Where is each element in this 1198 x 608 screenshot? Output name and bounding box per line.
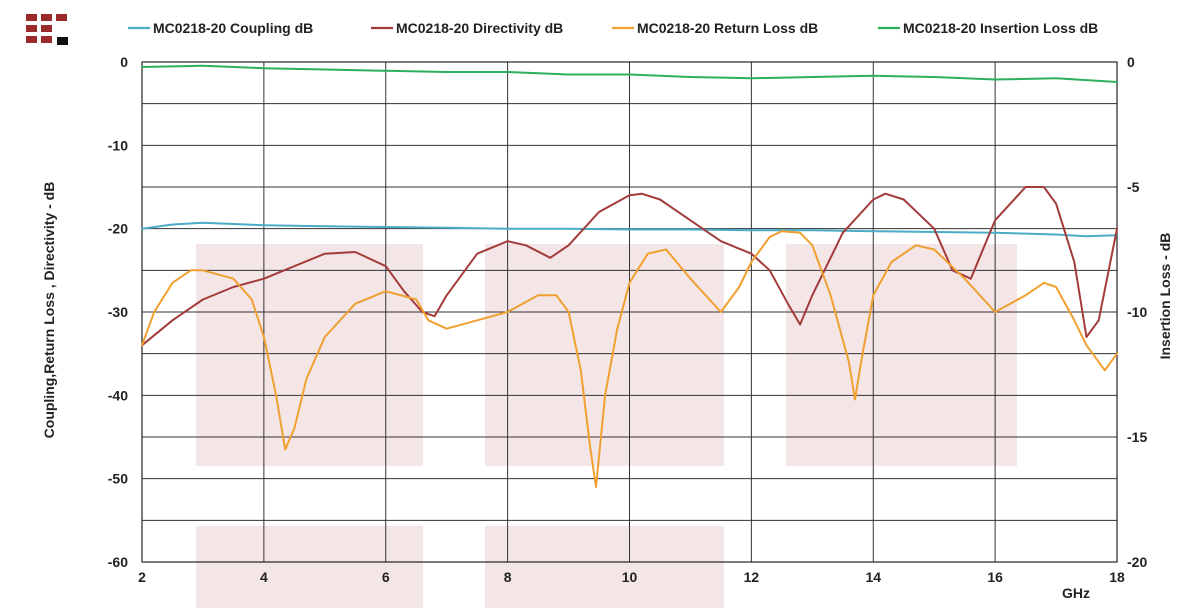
series-line-mc0218-20-insertion-loss-db: [141, 64, 1118, 83]
y-axis-right-label: Insertion Loss - dB: [1157, 233, 1173, 360]
series-line-mc0218-20-coupling-db: [141, 221, 1118, 238]
y-right-tick-label: -20: [1127, 554, 1147, 570]
company-logo: [26, 14, 68, 45]
y-left-tick-label: -20: [108, 221, 128, 237]
x-tick-label: 12: [744, 569, 760, 585]
x-tick-label: 2: [138, 569, 146, 585]
series-layer: [141, 64, 1118, 488]
plot-area-border: [141, 61, 1118, 563]
y-right-tick-label: -5: [1127, 179, 1140, 195]
y-right-tick-label: -15: [1127, 429, 1147, 445]
y-left-tick-label: -40: [108, 387, 128, 403]
legend-label: MC0218-20 Insertion Loss dB: [903, 20, 1098, 36]
y-left-tick-label: -30: [108, 304, 128, 320]
x-axis: 2 4 6 8 10 12 14 16 18: [138, 569, 1125, 585]
series-line-mc0218-20-return-loss-db: [141, 230, 1118, 488]
legend-label: MC0218-20 Return Loss dB: [637, 20, 818, 36]
y-left-tick-label: -60: [108, 554, 128, 570]
y-right-tick-label: -10: [1127, 304, 1147, 320]
legend-label: MC0218-20 Directivity dB: [396, 20, 563, 36]
x-tick-label: 4: [260, 569, 268, 585]
x-tick-label: 10: [622, 569, 638, 585]
y-left-tick-label: 0: [120, 54, 128, 70]
legend: MC0218-20 Coupling dB MC0218-20 Directivi…: [128, 20, 1098, 36]
x-axis-label: GHz: [1062, 585, 1090, 601]
y-axis-left-label: Coupling,Return Loss , Directivity - dB: [41, 182, 57, 439]
grid: [141, 61, 1118, 563]
y-right-tick-label: 0: [1127, 54, 1135, 70]
y-axis-right: 0 -5 -10 -15 -20: [1127, 54, 1147, 570]
legend-label: MC0218-20 Coupling dB: [153, 20, 313, 36]
y-left-tick-label: -50: [108, 471, 128, 487]
x-tick-label: 14: [865, 569, 881, 585]
plot-frame: [141, 61, 1118, 563]
y-axis-left: 0 -10 -20 -30 -40 -50 -60: [108, 54, 128, 570]
watermark-pattern: [196, 244, 1017, 608]
y-left-tick-label: -10: [108, 137, 128, 153]
x-tick-label: 16: [987, 569, 1003, 585]
x-tick-label: 8: [504, 569, 512, 585]
series-line-mc0218-20-directivity-db: [141, 186, 1118, 347]
x-tick-label: 18: [1109, 569, 1125, 585]
x-tick-label: 6: [382, 569, 390, 585]
